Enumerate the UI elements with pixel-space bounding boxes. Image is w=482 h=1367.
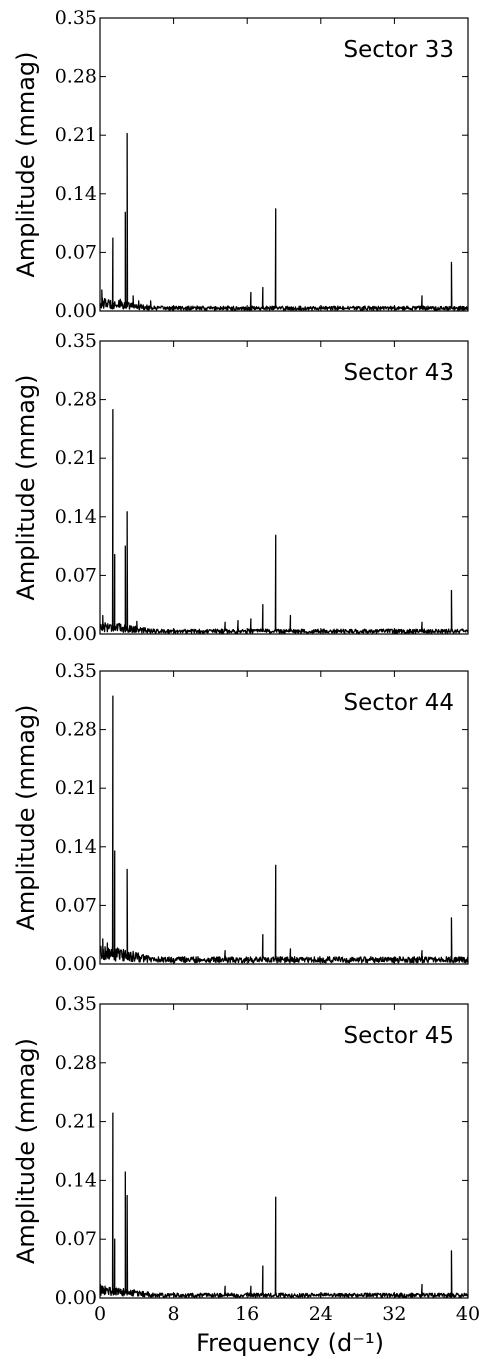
sector-label: Sector 43 bbox=[343, 360, 454, 386]
sector-label: Sector 45 bbox=[343, 1023, 454, 1049]
y-tick-label: 0.07 bbox=[55, 241, 97, 263]
y-tick-label: 0.14 bbox=[55, 506, 97, 528]
y-tick-label: 0.00 bbox=[55, 623, 97, 645]
y-tick-label: 0.28 bbox=[55, 389, 97, 411]
y-tick-label: 0.28 bbox=[55, 719, 97, 741]
chart-panel-4: 0.00 0.07 0.14 0.21 0.28 0.35 0 8 16 24 32 40 Sector… bbox=[12, 993, 480, 1357]
y-tick-label: 0.00 bbox=[55, 953, 97, 975]
sector-label: Sector 33 bbox=[343, 37, 454, 63]
y-tick-label: 0.21 bbox=[55, 447, 97, 469]
y-axis-title: Amplitude (mmag) bbox=[12, 374, 40, 600]
x-tick-label: 0 bbox=[94, 1303, 106, 1325]
x-tick-label: 24 bbox=[309, 1303, 333, 1325]
spectrum-line-3 bbox=[99, 695, 469, 964]
y-tick-label: 0.21 bbox=[55, 1111, 97, 1133]
plot-frame bbox=[99, 340, 469, 635]
y-axis-title: Amplitude (mmag) bbox=[12, 51, 40, 277]
y-tick-label: 0.07 bbox=[55, 564, 97, 586]
chart-panel-3: 0.00 0.07 0.14 0.21 0.28 0.35 Sector 44 Amplitu… bbox=[12, 660, 469, 975]
chart-panel-1: 0.00 0.07 0.14 0.21 0.28 0.35 Sector 33 Amplitu… bbox=[12, 7, 469, 322]
spectrum-line-4 bbox=[99, 1112, 469, 1298]
chart-panel-2: 0.00 0.07 0.14 0.21 0.28 0.35 Sector 43 Amplitu… bbox=[12, 330, 469, 645]
x-tick-label: 40 bbox=[456, 1303, 480, 1325]
y-tick-label: 0.35 bbox=[55, 993, 97, 1015]
y-tick-label: 0.35 bbox=[55, 660, 97, 682]
y-tick-label: 0.21 bbox=[55, 777, 97, 799]
x-axis-title: Frequency (d⁻¹) bbox=[196, 1329, 384, 1357]
y-tick-label: 0.35 bbox=[55, 7, 97, 29]
x-tick-label: 32 bbox=[382, 1303, 406, 1325]
y-tick-label: 0.00 bbox=[55, 300, 97, 322]
y-tick-label: 0.07 bbox=[55, 1228, 97, 1250]
y-tick-label: 0.14 bbox=[55, 836, 97, 858]
y-tick-label: 0.07 bbox=[55, 894, 97, 916]
y-tick-label: 0.00 bbox=[55, 1287, 97, 1309]
y-tick-label: 0.21 bbox=[55, 124, 97, 146]
sector-label: Sector 44 bbox=[343, 690, 454, 716]
y-tick-label: 0.28 bbox=[55, 1052, 97, 1074]
plot-frame bbox=[99, 1003, 469, 1299]
x-tick-label: 16 bbox=[235, 1303, 259, 1325]
y-tick-label: 0.35 bbox=[55, 330, 97, 352]
x-tick-label: 8 bbox=[168, 1303, 180, 1325]
y-tick-label: 0.28 bbox=[55, 66, 97, 88]
y-axis-title: Amplitude (mmag) bbox=[12, 1038, 40, 1264]
y-axis-title: Amplitude (mmag) bbox=[12, 704, 40, 930]
plot-frame bbox=[99, 17, 469, 312]
y-tick-label: 0.14 bbox=[55, 183, 97, 205]
y-tick-label: 0.14 bbox=[55, 1169, 97, 1191]
spectrum-line-2 bbox=[99, 409, 469, 634]
plot-frame bbox=[99, 670, 469, 965]
spectrum-line-1 bbox=[99, 132, 469, 311]
